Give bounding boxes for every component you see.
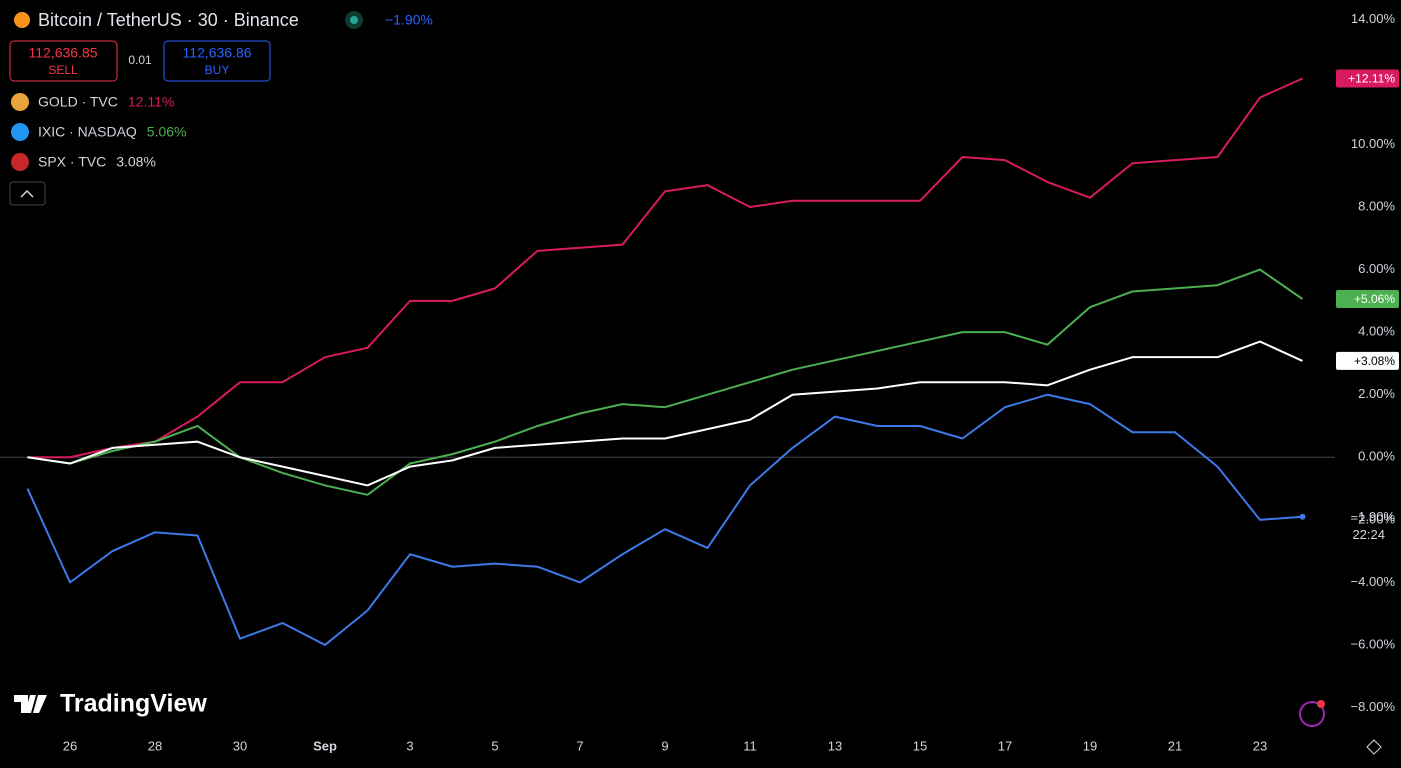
x-tick-label: 3: [406, 738, 413, 753]
y-tick-label: 14.00%: [1351, 11, 1396, 26]
legend-entry[interactable]: IXIC · NASDAQ 5.06%: [11, 123, 187, 141]
x-tick-label: 15: [913, 738, 927, 753]
legend-value: 5.06%: [147, 124, 187, 140]
x-tick-label: Sep: [313, 738, 337, 753]
y-tick-label: 8.00%: [1358, 198, 1395, 213]
x-tick-label: 21: [1168, 738, 1182, 753]
y-tick-label: 10.00%: [1351, 136, 1396, 151]
y-tick-label: 4.00%: [1358, 324, 1395, 339]
series-line: [27, 77, 1303, 459]
x-tick-label: 9: [661, 738, 668, 753]
symbol-title: Bitcoin / TetherUS · 30 · Binance: [38, 10, 299, 30]
collapse-icon: [20, 189, 34, 198]
legend-entry[interactable]: SPX · TVC 3.08%: [11, 153, 156, 171]
y-tick-label: 2.00%: [1358, 386, 1395, 401]
x-tick-label: 23: [1253, 738, 1267, 753]
y-tick-label: −2.00%: [1351, 511, 1396, 526]
btc-icon: [14, 12, 30, 28]
legend-value: 12.11%: [128, 94, 174, 110]
logo: TradingView: [14, 690, 207, 718]
x-tick-label: 26: [63, 738, 77, 753]
y-tick-label: 0.00%: [1358, 449, 1395, 464]
buy-box: [163, 40, 271, 82]
y-tick-label: −8.00%: [1351, 699, 1396, 714]
logo-mark: [14, 695, 47, 713]
legend-icon: [11, 123, 29, 141]
sell-box: [9, 40, 118, 82]
x-tick-label: 19: [1083, 738, 1097, 753]
legend-entry[interactable]: GOLD · TVC 12.11%: [11, 93, 174, 111]
series-line: [26, 393, 1303, 646]
sell-label: SELL: [48, 63, 78, 77]
alert-icon[interactable]: [1299, 701, 1325, 727]
sell-price: 112,636.85: [28, 45, 97, 61]
settings-icon[interactable]: [1366, 739, 1382, 755]
x-tick-label: 7: [576, 738, 583, 753]
change: −1.90%: [385, 12, 433, 28]
quantity[interactable]: 0.01: [128, 53, 152, 67]
x-tick-label: 5: [491, 738, 498, 753]
status-dot: [350, 16, 358, 24]
price-label-box: [1336, 69, 1399, 88]
legend-name: GOLD · TVC: [38, 94, 118, 110]
price-label-box: [1336, 290, 1399, 309]
x-tick-label: 30: [233, 738, 247, 753]
legend-name: SPX · TVC: [38, 154, 106, 170]
price-label: +5.06%: [1354, 292, 1395, 306]
collapse-button[interactable]: [9, 181, 46, 206]
buy-button[interactable]: 112,636.86 BUY: [163, 40, 271, 82]
series-line: [27, 340, 1303, 487]
price-label-box: [1336, 351, 1399, 370]
legend-name: IXIC · NASDAQ: [38, 124, 137, 140]
y-tick-label: −6.00%: [1351, 636, 1396, 651]
x-tick-label: 28: [148, 738, 162, 753]
y-tick-label: 6.00%: [1358, 261, 1395, 276]
last-point: [1299, 513, 1306, 520]
logo-text: TradingView: [60, 690, 207, 718]
price-label: −1.90%: [1351, 509, 1396, 524]
price-label: +12.11%: [1348, 72, 1395, 86]
x-tick-label: 11: [743, 738, 757, 753]
x-tick-label: 17: [998, 738, 1012, 753]
y-tick-label: −4.00%: [1351, 574, 1396, 589]
countdown: 22:24: [1352, 527, 1385, 542]
legend-value: 3.08%: [116, 154, 156, 170]
price-label: +3.08%: [1354, 354, 1395, 368]
legend-icon: [11, 153, 29, 171]
alert-badge: [1317, 700, 1325, 708]
sell-button[interactable]: 112,636.85 SELL: [9, 40, 118, 82]
buy-price: 112,636.86: [182, 45, 251, 61]
legend-icon: [11, 93, 29, 111]
x-tick-label: 13: [828, 738, 842, 753]
buy-label: BUY: [205, 63, 230, 77]
